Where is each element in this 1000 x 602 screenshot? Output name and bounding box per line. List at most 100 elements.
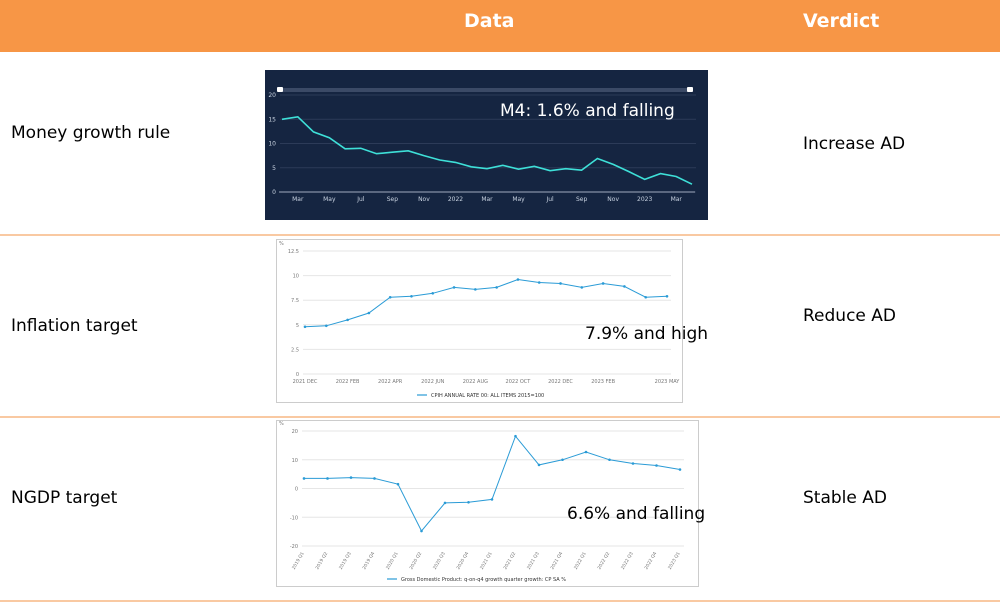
x-tick-label: 2019 Q2 xyxy=(314,551,329,571)
x-tick-label: 2023 FEB xyxy=(591,379,615,385)
data-point xyxy=(601,282,605,285)
x-tick-label: 2022 DEC xyxy=(548,379,573,385)
x-tick-label: 2020 Q4 xyxy=(455,551,470,571)
data-point xyxy=(302,477,306,480)
x-tick-label: 2019 Q3 xyxy=(338,551,353,571)
x-tick-label: 2020 Q3 xyxy=(432,551,447,571)
data-point xyxy=(665,294,669,298)
x-tick-label: Sep xyxy=(576,196,588,203)
x-tick-label: Nov xyxy=(418,196,430,203)
data-point xyxy=(495,286,498,289)
data-point xyxy=(346,318,349,322)
row-label: Money growth rule xyxy=(11,123,171,143)
y-tick-label: 10 xyxy=(292,458,298,464)
row-verdict: Increase AD xyxy=(803,134,906,154)
m4-chart-svg: 0 5 10 15 20 Mar May Jul Sep Nov 2022 Mar May Jul Sep N… xyxy=(268,87,696,203)
x-tick-label: 2021 Q4 xyxy=(549,551,564,571)
x-tick-label: 2022 Q2 xyxy=(596,551,611,571)
x-tick-label: Mar xyxy=(481,196,493,203)
ngdp-chart: -20 -10 0 10 20% 2019 Q1 2019 Q2 2019 Q3 2019 Q4… xyxy=(276,420,699,587)
data-point xyxy=(580,286,584,289)
x-tick-label: Sep xyxy=(387,196,399,203)
data-point xyxy=(367,311,371,315)
y-axis-label: % xyxy=(279,421,284,427)
x-tick-label: 2022 AUG xyxy=(463,379,488,385)
legend-label: CPIH ANNUAL RATE 00: ALL ITEMS 2015=100 xyxy=(431,393,544,399)
header-data: Data xyxy=(464,10,515,32)
x-tick-label: 2022 OCT xyxy=(506,379,532,385)
y-tick-label: 20 xyxy=(292,429,298,435)
data-point xyxy=(561,458,564,462)
x-tick-label: 2023 xyxy=(637,196,652,203)
x-tick-label: Nov xyxy=(607,196,619,203)
y-tick-label: 0 xyxy=(272,189,276,196)
data-point xyxy=(467,501,470,504)
series-line xyxy=(281,115,693,185)
y-tick-label: 5 xyxy=(272,165,276,172)
data-point xyxy=(644,295,648,299)
data-point xyxy=(537,281,541,284)
x-tick-label: Mar xyxy=(292,196,304,203)
x-tick-label: 2019 Q4 xyxy=(361,551,376,571)
table-header: Data Verdict xyxy=(0,0,1000,52)
y-tick-label: 7.5 xyxy=(291,298,299,304)
y-tick-label: 15 xyxy=(268,116,276,123)
x-tick-label: 2023 Q1 xyxy=(667,551,682,571)
y-axis-label: % xyxy=(279,241,284,247)
y-tick-label: 10 xyxy=(293,274,299,280)
range-slider-track xyxy=(279,88,691,92)
data-point xyxy=(303,325,307,329)
data-point xyxy=(443,501,447,505)
x-tick-label: 2022 FEB xyxy=(336,379,360,385)
cpih-chart: 0 2.5 5 7.5 10 12.5% 2021 DEC 2022 FEB 2022 APR 2… xyxy=(276,239,683,403)
x-tick-label: 2019 Q1 xyxy=(291,551,306,571)
x-tick-label: 2020 Q2 xyxy=(408,551,423,571)
m4-chart: 0 5 10 15 20 Mar May Jul Sep Nov 2022 Mar May Jul Sep N… xyxy=(265,70,708,220)
range-slider-handle-left xyxy=(277,87,283,92)
range-slider-handle-right xyxy=(687,87,693,92)
data-point xyxy=(324,324,328,328)
x-tick-label: May xyxy=(323,196,336,203)
x-tick-label: 2020 Q1 xyxy=(385,551,400,571)
x-tick-label: May xyxy=(512,196,525,203)
x-tick-label: 2022 xyxy=(448,196,463,203)
data-point xyxy=(410,294,413,298)
x-tick-label: 2021 DEC xyxy=(293,379,318,385)
y-tick-label: 0 xyxy=(296,372,299,378)
y-tick-label: 12.5 xyxy=(288,249,299,255)
header-verdict: Verdict xyxy=(803,10,880,32)
y-tick-label: 20 xyxy=(268,92,276,99)
x-tick-label: 2022 Q4 xyxy=(643,551,658,571)
row-verdict: Stable AD xyxy=(803,488,887,508)
data-point xyxy=(655,464,658,467)
series-line xyxy=(304,278,668,328)
data-point xyxy=(490,498,494,501)
data-point xyxy=(631,462,635,465)
x-tick-label: Jul xyxy=(356,196,365,203)
y-tick-label: 2.5 xyxy=(291,347,299,353)
y-tick-label: 5 xyxy=(296,323,299,329)
data-point xyxy=(678,468,682,471)
data-point xyxy=(326,477,329,480)
x-tick-label: Mar xyxy=(671,196,683,203)
data-point xyxy=(431,292,435,295)
y-tick-label: 10 xyxy=(268,141,276,148)
x-tick-label: 2022 APR xyxy=(378,379,403,385)
data-point xyxy=(623,285,626,288)
data-point xyxy=(420,529,423,533)
cpih-chart-svg: 0 2.5 5 7.5 10 12.5% 2021 DEC 2022 FEB 2022 APR 2… xyxy=(279,241,681,399)
data-point xyxy=(452,286,456,289)
data-point xyxy=(388,295,392,299)
y-tick-label: -10 xyxy=(290,515,298,521)
ngdp-annotation: 6.6% and falling xyxy=(567,504,706,524)
data-point xyxy=(537,463,541,467)
x-tick-label: 2021 Q2 xyxy=(502,551,517,571)
y-tick-label: -20 xyxy=(290,544,298,550)
x-tick-label: 2021 Q3 xyxy=(526,551,541,571)
data-point xyxy=(559,282,562,285)
row-label: NGDP target xyxy=(11,488,118,508)
x-tick-label: Jul xyxy=(545,196,554,203)
data-point xyxy=(516,278,520,281)
x-tick-label: 2021 Q1 xyxy=(479,551,494,571)
x-tick-label: 2023 MAY xyxy=(655,379,681,385)
